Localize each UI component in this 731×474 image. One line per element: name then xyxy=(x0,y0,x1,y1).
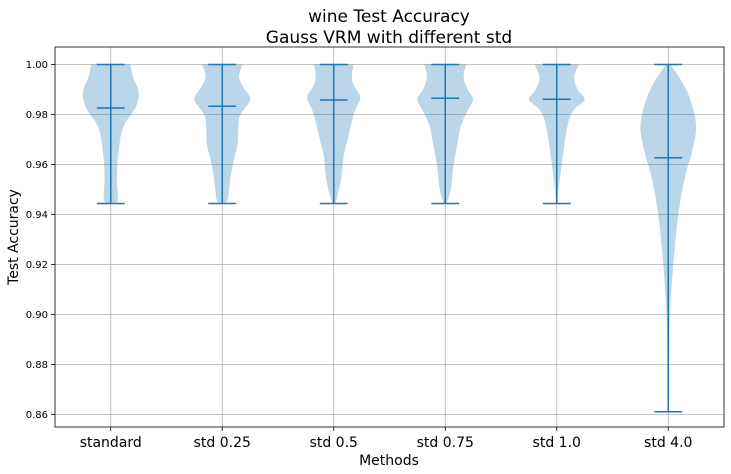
x-tick-label: std 1.0 xyxy=(533,435,581,451)
x-tick-label: std 0.75 xyxy=(417,435,474,451)
y-tick-label: 0.96 xyxy=(26,160,48,171)
y-tick-label: 0.88 xyxy=(26,360,48,371)
x-axis-ticks: standard std 0.25 std 0.5 std 0.75 std 1.0 st… xyxy=(80,427,692,451)
y-tick-label: 0.90 xyxy=(26,310,48,321)
y-tick-label: 0.98 xyxy=(26,110,48,121)
y-axis-label: Test Accuracy xyxy=(6,189,22,286)
y-tick-label: 0.86 xyxy=(26,410,48,421)
chart-subtitle: Gauss VRM with different std xyxy=(266,28,512,48)
chart-title: wine Test Accuracy xyxy=(308,7,470,27)
x-tick-label: standard xyxy=(80,435,142,451)
x-axis-label: Methods xyxy=(359,453,419,469)
y-tick-label: 0.92 xyxy=(26,260,48,271)
grid xyxy=(55,47,724,427)
x-tick-label: std 4.0 xyxy=(644,435,692,451)
plot-frame xyxy=(54,46,725,428)
violin-lines xyxy=(96,63,683,413)
y-axis-ticks: 0.86 0.88 0.90 0.92 0.94 0.96 0.98 1.00 xyxy=(26,60,55,421)
y-tick-label: 0.94 xyxy=(26,210,48,221)
violins xyxy=(82,64,697,412)
y-tick-label: 1.00 xyxy=(26,60,48,71)
x-tick-label: std 0.25 xyxy=(194,435,251,451)
x-tick-label: std 0.5 xyxy=(310,435,358,451)
